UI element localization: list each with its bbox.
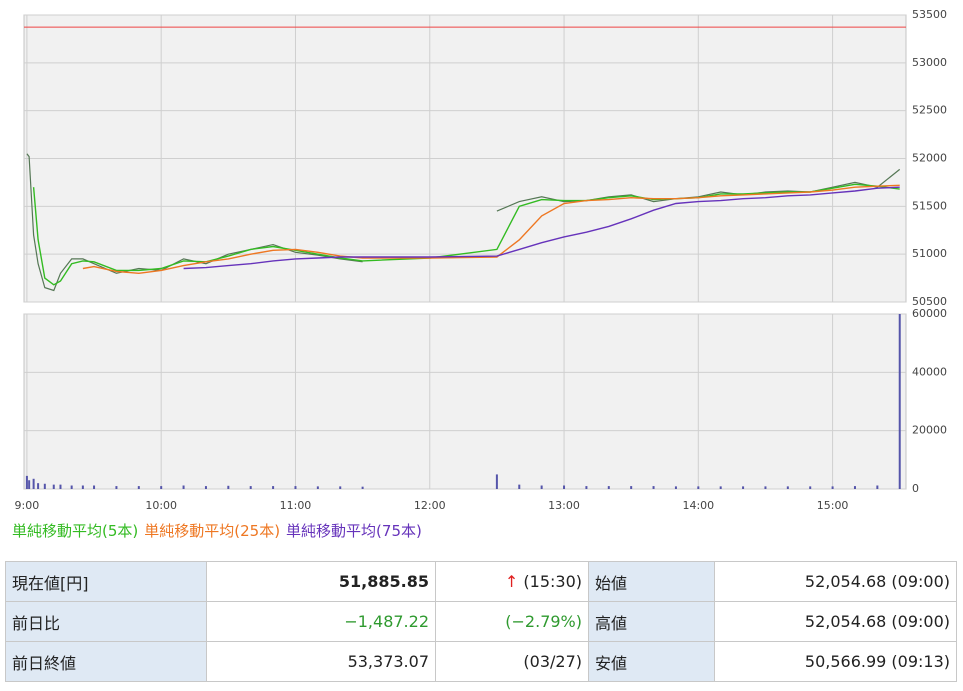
x-tick-label: 12:00 — [414, 499, 446, 512]
volume-bar — [630, 486, 633, 489]
label: 現在値[円] — [5, 561, 207, 602]
value: 53,373.07 — [206, 641, 436, 682]
volume-bar — [742, 486, 745, 489]
y-tick-label: 0 — [912, 482, 919, 495]
y-tick-label: 50500 — [912, 295, 947, 308]
x-tick-label: 10:00 — [145, 499, 177, 512]
volume-bar — [853, 486, 856, 489]
volume-bar — [563, 485, 566, 489]
volume-bar — [876, 485, 879, 489]
x-tick-label: 14:00 — [682, 499, 714, 512]
y-tick-label: 60000 — [912, 307, 947, 320]
volume-bar — [607, 486, 610, 489]
volume-bar — [719, 486, 722, 489]
value: 50,566.99 (09:13) — [714, 641, 957, 682]
y-tick-label: 53500 — [912, 8, 947, 21]
chart: 50500 51000 51500 52000 52500 53000 53500 0 2000… — [15, 8, 947, 512]
value: 52,054.68 (09:00) — [714, 561, 957, 602]
volume-bar — [249, 486, 252, 489]
volume-bar — [518, 484, 521, 489]
legend-entry: 単純移動平均(5本) — [12, 522, 139, 540]
volume-bar — [339, 486, 342, 489]
y-tick-label: 53000 — [912, 56, 947, 69]
value: 52,054.68 (09:00) — [714, 601, 957, 642]
volume-bar — [585, 486, 588, 489]
volume-bar — [361, 486, 364, 489]
label: 始値 — [588, 561, 715, 602]
x-tick-label: 13:00 — [548, 499, 580, 512]
y-tick-label: 20000 — [912, 424, 947, 437]
arrow: ↑ — [504, 572, 519, 591]
y-tick-label: 52000 — [912, 152, 947, 165]
legend-entry: 単純移動平均(25本) — [144, 522, 281, 540]
volume-bar — [764, 486, 767, 489]
quote-table: 現在値[円] 51,885.85 ↑ (15:30) 始値 52,054.68 … — [5, 561, 957, 682]
volume-bar — [316, 486, 319, 489]
row: 前日終値 53,373.07 (03/27) 安値 50,566.99 (09:… — [5, 641, 957, 682]
value: 51,885.85 — [206, 561, 436, 602]
x-tick-label: 15:00 — [817, 499, 849, 512]
volume-bar — [182, 485, 185, 489]
volume-bar — [52, 484, 55, 489]
label: 安値 — [588, 641, 715, 682]
volume-bar — [697, 486, 700, 489]
time: (15:30) — [523, 572, 582, 591]
plot-area — [23, 313, 907, 490]
volume-bar — [272, 486, 275, 489]
label: 高値 — [588, 601, 715, 642]
extra: (03/27) — [435, 641, 589, 682]
volume-bar — [540, 485, 543, 489]
volume-bar — [294, 486, 297, 489]
extra: ↑ (15:30) — [435, 561, 589, 602]
y-tick-label: 40000 — [912, 365, 947, 378]
legend: 単純移動平均(5本) 単純移動平均(25本) 単純移動平均(75本) — [12, 520, 428, 541]
row: 現在値[円] 51,885.85 ↑ (15:30) 始値 52,054.68 … — [5, 561, 957, 602]
volume-bar — [160, 486, 163, 489]
volume-bar — [28, 480, 31, 489]
label: 前日終値 — [5, 641, 207, 682]
volume-bar — [204, 486, 207, 489]
volume-bar — [786, 486, 789, 489]
ma-line — [183, 186, 900, 270]
volume-bar — [32, 478, 35, 489]
volume-bar — [115, 486, 118, 489]
volume-bar — [25, 475, 28, 489]
y-tick-label: 52500 — [912, 104, 947, 117]
volume-bar — [81, 485, 84, 489]
x-tick-label: 9:00 — [15, 499, 40, 512]
volume-bar — [137, 486, 140, 489]
ma-line — [82, 184, 900, 275]
row: 前日比 −1,487.22 (−2.79%) 高値 52,054.68 (09:… — [5, 601, 957, 642]
y-tick-label: 51000 — [912, 247, 947, 260]
volume-bar — [37, 483, 40, 489]
volume-bar — [93, 485, 96, 489]
y-tick-label: 51500 — [912, 199, 947, 212]
volume-bar — [70, 485, 73, 489]
x-tick-label: 11:00 — [280, 499, 312, 512]
value: −1,487.22 — [206, 601, 436, 642]
volume-bar — [831, 486, 834, 489]
volume-bar — [674, 486, 677, 489]
volume-bar — [59, 484, 62, 489]
volume-bar — [898, 314, 901, 489]
volume-bar — [227, 485, 230, 489]
legend-entry: 単純移動平均(75本) — [286, 522, 422, 540]
volume-bar — [652, 486, 655, 489]
volume-bar — [809, 486, 812, 489]
volume-bar — [43, 483, 46, 489]
volume-bar — [495, 474, 498, 489]
label: 前日比 — [5, 601, 207, 642]
extra: (−2.79%) — [435, 601, 589, 642]
ma-line — [32, 183, 900, 286]
